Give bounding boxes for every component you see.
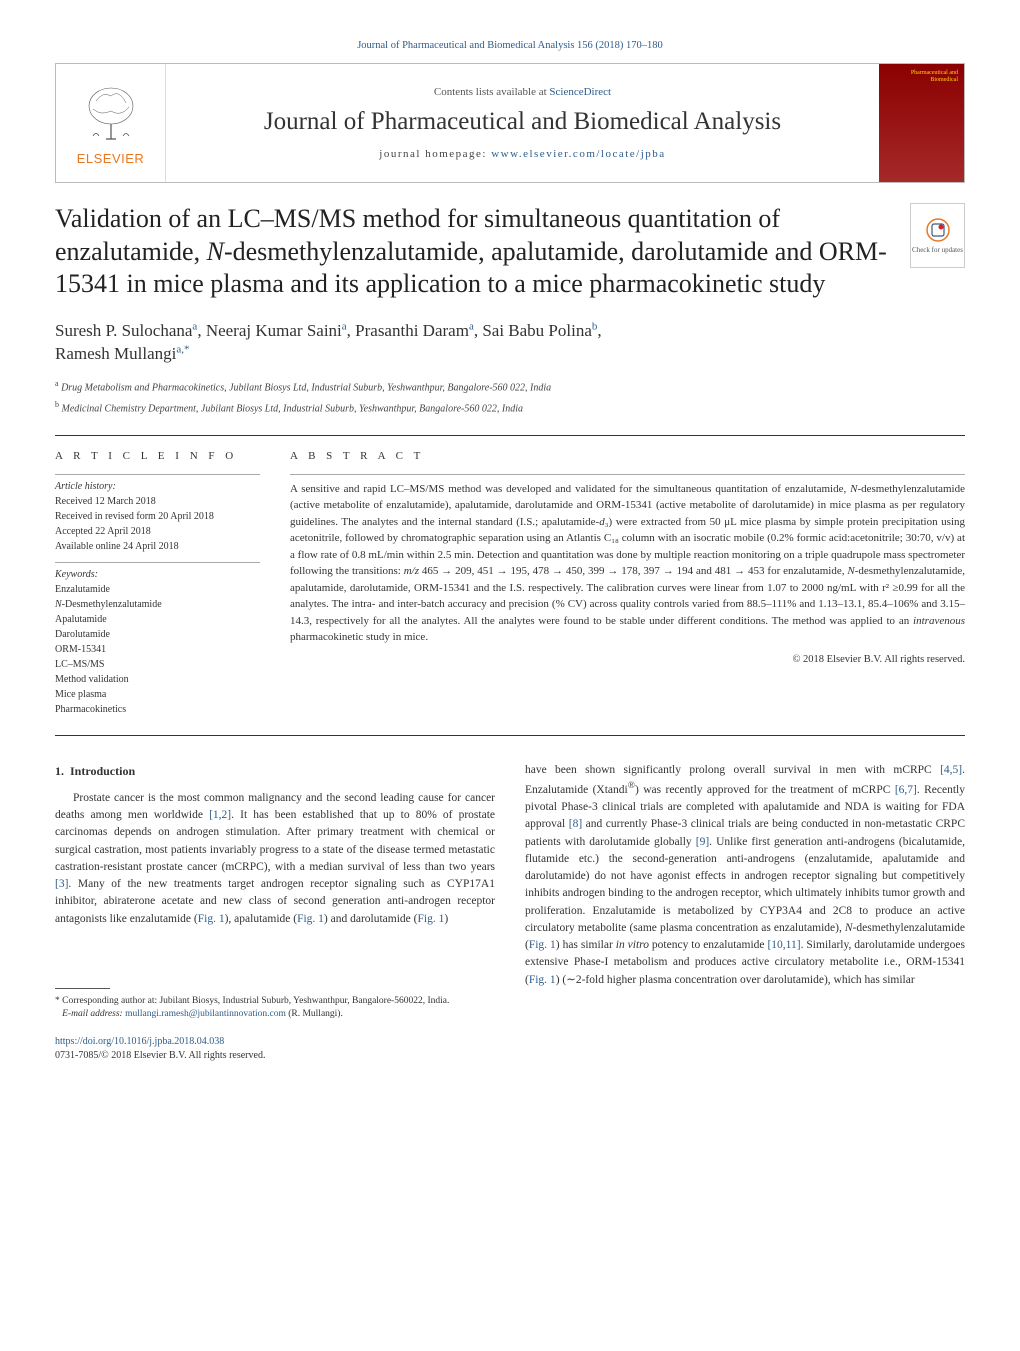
affil-b-text: Medicinal Chemistry Department, Jubilant… bbox=[62, 404, 523, 415]
ref-link[interactable]: [4,5] bbox=[940, 764, 962, 776]
history-line: Accepted 22 April 2018 bbox=[55, 524, 260, 539]
email-name: (R. Mullangi). bbox=[288, 1009, 343, 1019]
contents-label: Contents lists available at bbox=[434, 86, 547, 98]
ref-link[interactable]: [3] bbox=[55, 878, 68, 890]
affiliation-b: b Medicinal Chemistry Department, Jubila… bbox=[55, 399, 965, 416]
ref-link[interactable]: [9] bbox=[696, 836, 709, 848]
section-heading: 1. Introduction bbox=[55, 762, 495, 780]
keyword: Apalutamide bbox=[55, 612, 260, 627]
abstract-text: A sensitive and rapid LC–MS/MS method wa… bbox=[290, 474, 965, 646]
fig-link[interactable]: Fig. 1 bbox=[297, 913, 324, 925]
body-left-col: 1. Introduction Prostate cancer is the m… bbox=[55, 762, 495, 1064]
history-line: Available online 24 April 2018 bbox=[55, 539, 260, 554]
journal-center: Contents lists available at ScienceDirec… bbox=[166, 86, 879, 160]
keyword: LC–MS/MS bbox=[55, 657, 260, 672]
crossmark-icon bbox=[925, 217, 951, 243]
keyword: Mice plasma bbox=[55, 687, 260, 702]
article-info-col: A R T I C L E I N F O Article history: R… bbox=[55, 450, 260, 717]
homepage-line: journal homepage: www.elsevier.com/locat… bbox=[166, 148, 879, 160]
authors: Suresh P. Sulochanaa, Neeraj Kumar Saini… bbox=[55, 319, 965, 367]
cover-label: Pharmaceutical and Biomedical bbox=[885, 70, 958, 84]
email-footnote: E-mail address: mullangi.ramesh@jubilant… bbox=[55, 1008, 495, 1021]
history-block: Received 12 March 2018 Received in revis… bbox=[55, 494, 260, 562]
email-label: E-mail address: bbox=[62, 1009, 123, 1019]
author-5: Ramesh Mullangi bbox=[55, 344, 176, 363]
keyword: Enzalutamide bbox=[55, 582, 260, 597]
sciencedirect-link[interactable]: ScienceDirect bbox=[549, 86, 611, 98]
fig-link[interactable]: Fig. 1 bbox=[529, 939, 556, 951]
keyword: Darolutamide bbox=[55, 627, 260, 642]
section-number: 1. bbox=[55, 764, 64, 778]
keywords-head: Keywords: bbox=[55, 562, 260, 580]
email-link[interactable]: mullangi.ramesh@jubilantinnovation.com bbox=[125, 1009, 286, 1019]
journal-cover-thumb: Pharmaceutical and Biomedical bbox=[879, 64, 964, 182]
journal-name: Journal of Pharmaceutical and Biomedical… bbox=[166, 108, 879, 136]
homepage-label: journal homepage: bbox=[379, 148, 487, 160]
fig-link[interactable]: Fig. 1 bbox=[529, 974, 556, 986]
updates-label: Check for updates bbox=[912, 246, 963, 254]
corresponding-footnote: * Corresponding author at: Jubilant Bios… bbox=[55, 995, 495, 1008]
keyword: N-Desmethylenzalutamide bbox=[55, 597, 260, 612]
affil-a-text: Drug Metabolism and Pharmacokinetics, Ju… bbox=[61, 382, 551, 393]
ref-link[interactable]: [10,11] bbox=[767, 939, 800, 951]
fig-link[interactable]: Fig. 1 bbox=[417, 913, 444, 925]
author-sep: , Neeraj Kumar Saini bbox=[197, 321, 341, 340]
ref-link[interactable]: [6,7] bbox=[895, 784, 917, 796]
abstract-col: A B S T R A C T A sensitive and rapid LC… bbox=[290, 450, 965, 717]
keyword: ORM-15341 bbox=[55, 642, 260, 657]
body-right-col: have been shown significantly prolong ov… bbox=[525, 762, 965, 1064]
paper-title: Validation of an LC–MS/MS method for sim… bbox=[55, 203, 895, 301]
keyword: Pharmacokinetics bbox=[55, 702, 260, 717]
doi-block: https://doi.org/10.1016/j.jpba.2018.04.0… bbox=[55, 1035, 495, 1063]
homepage-url[interactable]: www.elsevier.com/locate/jpba bbox=[491, 148, 665, 160]
author-4-affil: b bbox=[592, 320, 598, 332]
author-1: Suresh P. Sulochana bbox=[55, 321, 192, 340]
doi-link[interactable]: https://doi.org/10.1016/j.jpba.2018.04.0… bbox=[55, 1036, 224, 1047]
author-3: , Prasanthi Daram bbox=[347, 321, 469, 340]
ref-link[interactable]: [8] bbox=[569, 818, 582, 830]
check-updates-badge[interactable]: Check for updates bbox=[910, 203, 965, 268]
ref-link[interactable]: [1,2] bbox=[209, 809, 231, 821]
contents-line: Contents lists available at ScienceDirec… bbox=[166, 86, 879, 98]
elsevier-tree-icon bbox=[81, 81, 141, 151]
history-head: Article history: bbox=[55, 474, 260, 492]
article-info-heading: A R T I C L E I N F O bbox=[55, 450, 260, 462]
fig-link[interactable]: Fig. 1 bbox=[198, 913, 225, 925]
history-line: Received in revised form 20 April 2018 bbox=[55, 509, 260, 524]
citation-header: Journal of Pharmaceutical and Biomedical… bbox=[55, 40, 965, 51]
body-para-left: Prostate cancer is the most common malig… bbox=[55, 790, 495, 928]
journal-band: ELSEVIER Contents lists available at Sci… bbox=[55, 63, 965, 183]
elsevier-logo: ELSEVIER bbox=[56, 64, 166, 182]
corresponding-mark: ,* bbox=[181, 344, 189, 356]
publisher-name: ELSEVIER bbox=[77, 151, 145, 166]
affiliation-a: a Drug Metabolism and Pharmacokinetics, … bbox=[55, 378, 965, 395]
keywords-block: Enzalutamide N-Desmethylenzalutamide Apa… bbox=[55, 582, 260, 717]
body-para-right: have been shown significantly prolong ov… bbox=[525, 762, 965, 989]
keyword: Method validation bbox=[55, 672, 260, 687]
author-4: , Sai Babu Polina bbox=[474, 321, 592, 340]
copyright: © 2018 Elsevier B.V. All rights reserved… bbox=[290, 654, 965, 665]
abstract-heading: A B S T R A C T bbox=[290, 450, 965, 462]
issn-line: 0731-7085/© 2018 Elsevier B.V. All right… bbox=[55, 1050, 265, 1061]
section-title: Introduction bbox=[70, 764, 135, 778]
history-line: Received 12 March 2018 bbox=[55, 494, 260, 509]
